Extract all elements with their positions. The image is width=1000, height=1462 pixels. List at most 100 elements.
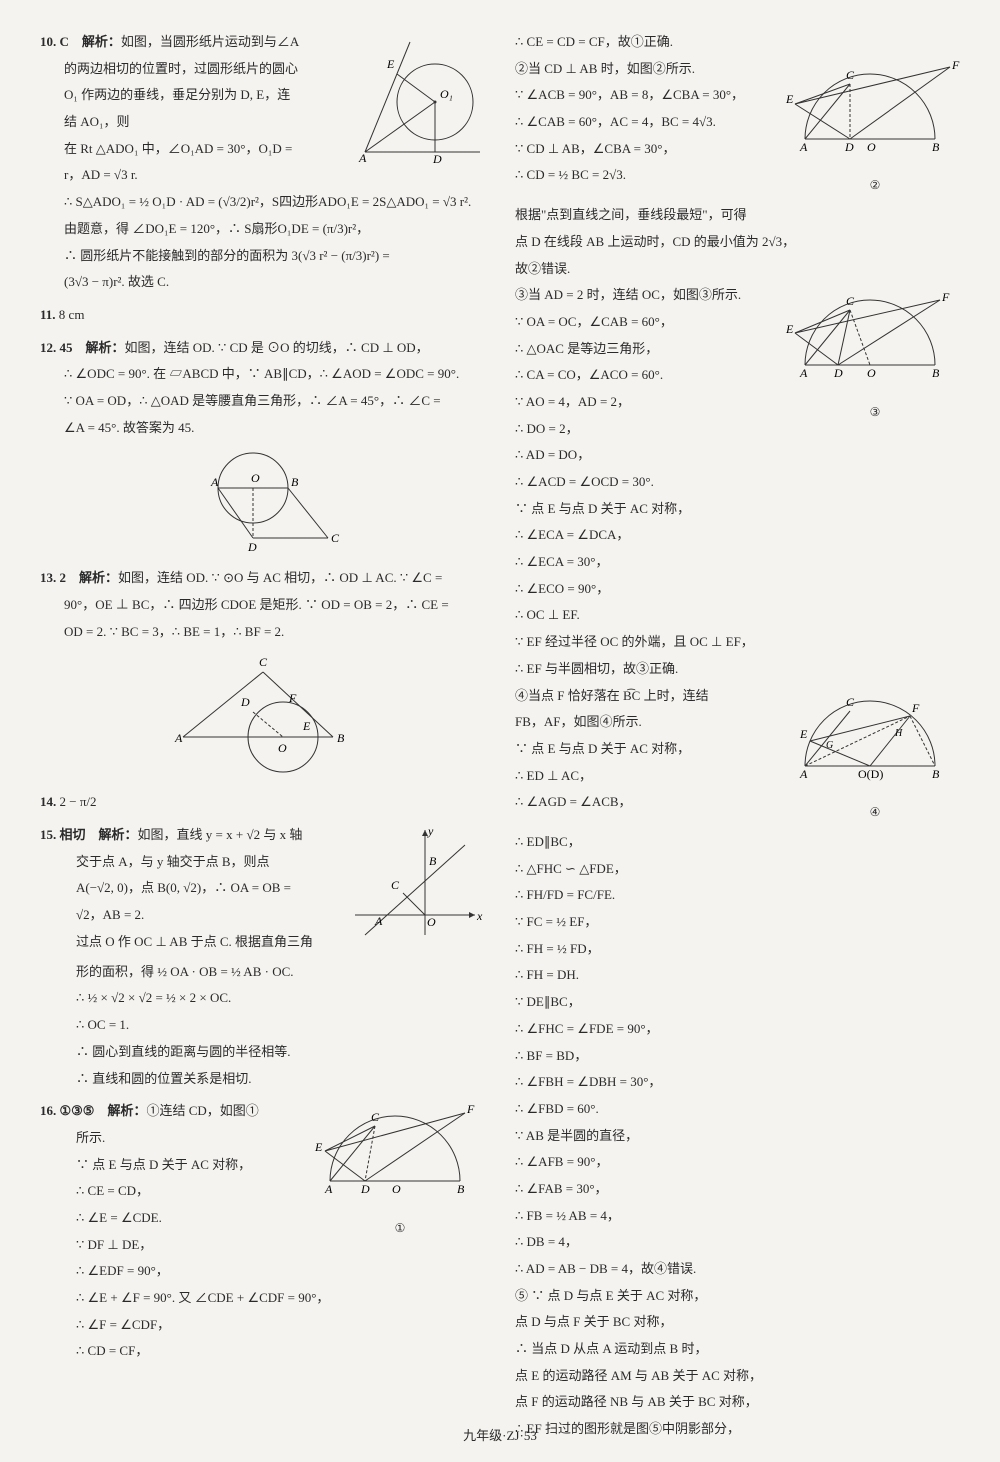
svg-text:E: E [386, 57, 395, 71]
r-s37: ∴ ∠FHC = ∠FDE = 90°， [515, 1017, 960, 1042]
q16-t10: ∴ CD = CF， [40, 1339, 485, 1364]
q13-num: 13. [40, 570, 56, 585]
q13-t1: 如图，连结 OD. ∵ ⊙O 与 AC 相切，∴ OD ⊥ AC. ∵ ∠C = [118, 570, 442, 585]
r-s30: ∴ ED∥BC， [515, 830, 960, 855]
svg-text:C: C [331, 531, 340, 545]
svg-text:E: E [785, 322, 794, 336]
svg-text:G: G [826, 740, 833, 751]
q16-t7: ∴ ∠EDF = 90°， [40, 1259, 485, 1284]
svg-text:O₁: O₁ [440, 87, 453, 101]
q13: 13. 2 解析：如图，连结 OD. ∵ ⊙O 与 AC 相切，∴ OD ⊥ A… [40, 566, 485, 782]
q15-t8: ∴ OC = 1. [40, 1013, 485, 1038]
r-s22: ∴ OC ⊥ EF. [515, 603, 960, 628]
left-column: E O₁ A D 10. C 解析：如图，当圆形纸片运动到与∠A 的两边相切的位… [40, 30, 485, 1390]
svg-text:B: B [291, 475, 299, 489]
q16-label: 解析： [107, 1103, 146, 1118]
svg-text:F: F [466, 1102, 475, 1116]
q10-t8: 由题意，得 ∠DO₁E = 120°，∴ S扇形O₁DE = (π/3)r²， [40, 217, 485, 242]
svg-text:H: H [894, 728, 903, 739]
r-s40: ∴ ∠FBD = 60°. [515, 1097, 960, 1122]
q14-ans: 2 − π/2 [60, 794, 97, 809]
svg-text:C: C [371, 1110, 380, 1124]
q16-t9: ∴ ∠F = ∠CDF， [40, 1313, 485, 1338]
svg-text:A: A [174, 731, 183, 745]
q10-t10: (3√3 − π)r². 故选 C. [40, 270, 485, 295]
q10-t7: ∴ S△ADO₁ = ½ O₁D · AD = (√3/2)r²，S四边形ADO… [40, 190, 485, 215]
q16: A D O B C E F ① 16. ①③⑤ 解析：①连结 CD，如图① 所示… [40, 1099, 485, 1364]
svg-text:O(D): O(D) [858, 767, 883, 781]
r-s49: ∴ 当点 D 从点 A 运动到点 B 时， [515, 1337, 960, 1362]
r-s19: ∴ ∠ECA = ∠DCA， [515, 523, 960, 548]
svg-text:A: A [799, 140, 808, 154]
svg-text:D: D [844, 140, 854, 154]
svg-text:D: D [432, 152, 442, 166]
q13-figure: A B C D F E O [163, 652, 363, 782]
q16-ans: ①③⑤ [60, 1103, 95, 1118]
r-s43: ∴ ∠FAB = 30°， [515, 1177, 960, 1202]
r-s9: 故②错误. [515, 257, 960, 282]
r-s21: ∴ ∠ECO = 90°， [515, 577, 960, 602]
q10-t9: ∴ 圆形纸片不能接触到的部分的面积为 3(√3 r² − (π/3)r²) = [40, 244, 485, 269]
svg-text:E: E [799, 727, 808, 741]
svg-text:D: D [360, 1182, 370, 1196]
q15-t6: 形的面积，得 ½ OA · OB = ½ AB · OC. [40, 960, 485, 985]
r-s31: ∴ △FHC ∽ △FDE， [515, 857, 960, 882]
q15: x y O A B C 15. 相切 解析：如图，直线 y = x + √2 与… [40, 823, 485, 1091]
q10: E O₁ A D 10. C 解析：如图，当圆形纸片运动到与∠A 的两边相切的位… [40, 30, 485, 295]
r-s8: 点 D 在线段 AB 上运动时，CD 的最小值为 2√3， [515, 230, 960, 255]
q11-ans: 8 cm [59, 307, 85, 322]
r-s38: ∴ BF = BD， [515, 1044, 960, 1069]
svg-text:O: O [427, 915, 436, 929]
svg-text:B: B [932, 366, 940, 380]
q13-t3: OD = 2. ∵ BC = 3，∴ BE = 1，∴ BF = 2. [40, 620, 485, 645]
svg-text:E: E [785, 92, 794, 106]
svg-text:B: B [932, 140, 940, 154]
svg-text:O: O [392, 1182, 401, 1196]
r-s20: ∴ ∠ECA = 30°， [515, 550, 960, 575]
fig1-label: ① [315, 1217, 485, 1240]
page-columns: E O₁ A D 10. C 解析：如图，当圆形纸片运动到与∠A 的两边相切的位… [40, 30, 960, 1390]
r-s47: ⑤ ∵ 点 D 与点 E 关于 AC 对称， [515, 1284, 960, 1309]
q11: 11. 8 cm [40, 303, 485, 328]
q10-label: 解析： [82, 34, 121, 49]
svg-text:B: B [429, 854, 437, 868]
svg-text:C: C [846, 695, 855, 709]
q15-t7: ∴ ½ × √2 × √2 = ½ × 2 × OC. [40, 986, 485, 1011]
r-s16: ∴ AD = DO， [515, 443, 960, 468]
svg-text:A: A [799, 767, 808, 781]
q15-t10: ∴ 直线和圆的位置关系是相切. [40, 1067, 485, 1092]
svg-text:B: B [932, 767, 940, 781]
r-s39: ∴ ∠FBH = ∠DBH = 30°， [515, 1070, 960, 1095]
r-s42: ∴ ∠AFB = 90°， [515, 1150, 960, 1175]
q16-t1: ①连结 CD，如图① [147, 1103, 259, 1118]
svg-text:O: O [251, 471, 260, 485]
svg-text:y: y [427, 824, 434, 838]
svg-text:O: O [867, 366, 876, 380]
svg-text:E: E [302, 719, 311, 733]
right-column: ∴ CE = CD = CF，故①正确. A D O B C E F ② [515, 30, 960, 1390]
q15-num: 15. [40, 827, 56, 842]
q11-num: 11. [40, 307, 56, 322]
svg-text:A: A [210, 475, 219, 489]
q12-label: 解析： [86, 340, 125, 355]
q14-num: 14. [40, 794, 56, 809]
q12: 12. 45 解析：如图，连结 OD. ∵ CD 是 ⊙O 的切线，∴ CD ⊥… [40, 336, 485, 559]
figure2: A D O B C E F ② [790, 59, 960, 197]
svg-text:D: D [833, 366, 843, 380]
svg-text:E: E [314, 1140, 323, 1154]
q15-label: 解析： [99, 827, 138, 842]
svg-text:B: B [457, 1182, 465, 1196]
r-s35: ∴ FH = DH. [515, 963, 960, 988]
svg-text:O: O [278, 741, 287, 755]
r-s48: 点 D 与点 F 关于 BC 对称， [515, 1310, 960, 1335]
r-s33: ∵ FC = ½ EF， [515, 910, 960, 935]
q13-t2: 90°，OE ⊥ BC，∴ 四边形 CDOE 是矩形. ∵ OD = OB = … [40, 593, 485, 618]
svg-text:F: F [951, 58, 960, 72]
svg-text:C: C [259, 655, 268, 669]
q15-t9: ∴ 圆心到直线的距离与圆的半径相等. [40, 1040, 485, 1065]
q12-t1: 如图，连结 OD. ∵ CD 是 ⊙O 的切线，∴ CD ⊥ OD， [125, 340, 429, 355]
q16-num: 16. [40, 1103, 56, 1118]
q15-figure: x y O A B C [345, 825, 485, 954]
q12-t2: ∴ ∠ODC = 90°. 在 ▱ABCD 中，∵ AB∥CD，∴ ∠AOD =… [40, 362, 485, 387]
q12-t3: ∵ OA = OD，∴ △OAD 是等腰直角三角形，∴ ∠A = 45°，∴ ∠… [40, 389, 485, 414]
